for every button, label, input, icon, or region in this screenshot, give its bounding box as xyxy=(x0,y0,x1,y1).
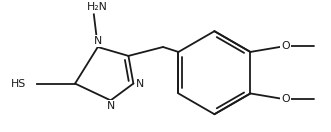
Text: N: N xyxy=(107,101,115,111)
Text: N: N xyxy=(94,36,102,46)
Text: O: O xyxy=(281,94,290,104)
Text: H₂N: H₂N xyxy=(87,2,108,12)
Text: O: O xyxy=(281,41,290,51)
Text: HS: HS xyxy=(10,79,25,89)
Text: N: N xyxy=(136,79,145,89)
